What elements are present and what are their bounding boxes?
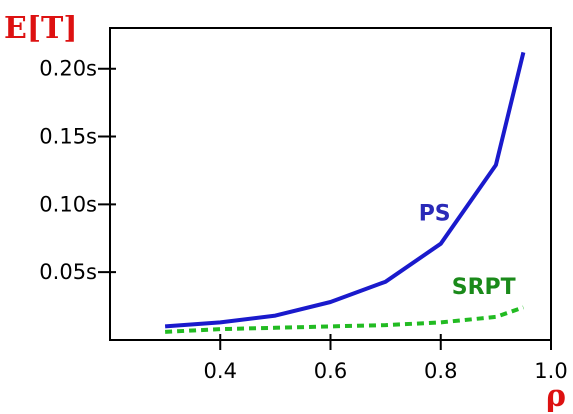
series-line-ps bbox=[164, 51, 526, 329]
series-line-srpt bbox=[164, 305, 525, 334]
x-tick-label: 1.0 bbox=[534, 359, 567, 383]
x-tick-label: 0.4 bbox=[204, 359, 237, 383]
x-tick-label: 0.8 bbox=[424, 359, 457, 383]
y-axis-title: E[T] bbox=[4, 11, 78, 46]
y-tick-label: 0.15s bbox=[39, 125, 97, 149]
series-label-ps: PS bbox=[419, 202, 451, 227]
series-label-srpt: SRPT bbox=[452, 275, 516, 300]
y-tick-label: 0.10s bbox=[39, 192, 97, 216]
y-tick-label: 0.05s bbox=[39, 260, 97, 284]
y-tick-label: 0.20s bbox=[39, 57, 97, 81]
x-tick-label: 0.6 bbox=[314, 359, 347, 383]
x-axis-title: ρ bbox=[546, 379, 566, 414]
